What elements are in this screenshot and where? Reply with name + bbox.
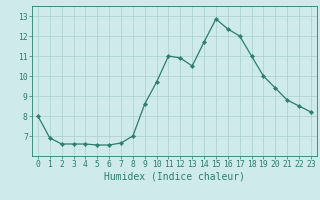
X-axis label: Humidex (Indice chaleur): Humidex (Indice chaleur) xyxy=(104,172,245,182)
